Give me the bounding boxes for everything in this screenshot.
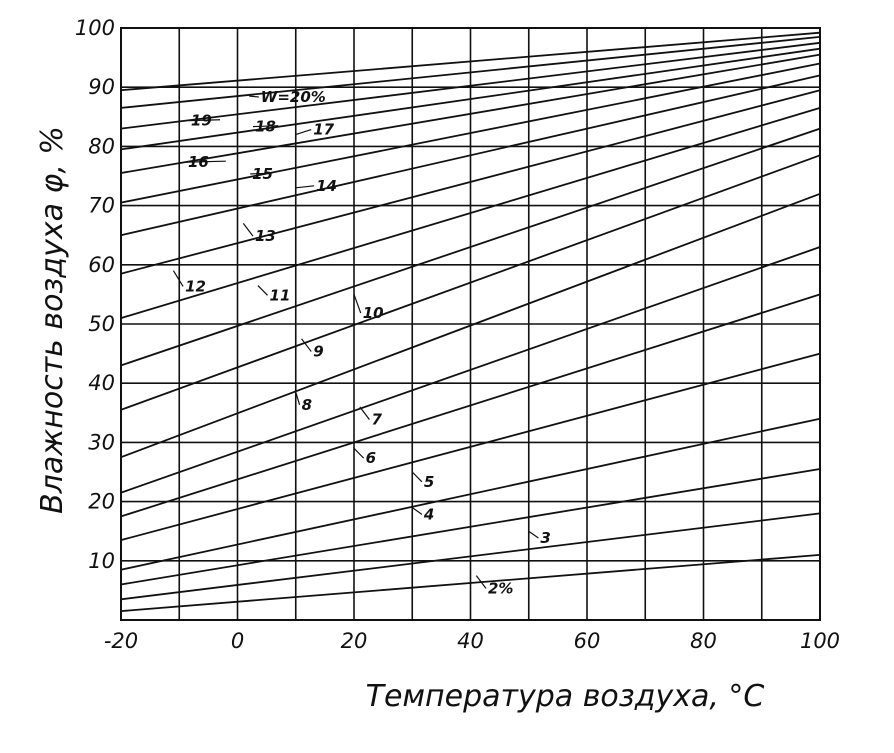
curve-label-7: 8 (302, 396, 312, 414)
curve-label-5: 6 (366, 449, 376, 467)
moisture-curve-17 (120, 41, 821, 130)
moisture-curve-2 (120, 512, 821, 601)
y-tick-label-9: 100 (75, 16, 115, 40)
y-tick-label-0: 10 (88, 549, 115, 573)
x-tick-label-4: 60 (574, 629, 601, 653)
y-tick-label-1: 20 (88, 490, 115, 514)
label-leader-8 (301, 338, 312, 352)
y-tick-label-6: 70 (88, 194, 115, 218)
moisture-curve-18 (120, 36, 821, 109)
x-tick-labels: -20 0 20 40 60 80 100 (104, 629, 840, 653)
curves (120, 31, 821, 612)
moisture-curve-9 (120, 154, 821, 411)
curve-label-12: 13 (255, 227, 276, 245)
label-leader-3 (411, 507, 423, 515)
moisture-curve-7 (120, 246, 821, 494)
moisture-curve-16 (120, 47, 821, 151)
label-leader-10 (257, 285, 268, 296)
x-axis-title: Температура воздуха, °C (366, 679, 765, 714)
plot-frame (120, 27, 821, 621)
label-leader-6 (359, 406, 370, 421)
y-tick-labels: 10 20 30 40 50 60 70 80 90 100 (75, 16, 115, 573)
label-leader-1 (475, 575, 487, 589)
curve-label-9: 10 (363, 304, 384, 322)
moisture-curve-8 (120, 192, 821, 459)
x-tick-label-6: 100 (800, 629, 840, 653)
curve-label-4: 5 (424, 473, 434, 491)
x-tick-label-0: -20 (104, 629, 138, 653)
label-leader-15 (185, 160, 226, 163)
curve-label-13: 14 (316, 177, 337, 195)
curve-label-11: 12 (185, 277, 206, 295)
moisture-curve-12 (120, 89, 821, 275)
y-axis-title: Влажность воздуха φ, % (35, 126, 70, 514)
curve-label-1: 2% (488, 579, 513, 597)
curve-label-17: 18 (255, 118, 276, 136)
y-tick-label-7: 80 (88, 134, 115, 158)
label-leader-18 (188, 119, 221, 122)
moisture-curve-3 (120, 468, 821, 586)
label-leaders (172, 95, 539, 589)
label-leader-11 (172, 270, 184, 287)
moisture-curve-14 (120, 62, 821, 204)
curve-label-19: W=20% (261, 88, 326, 106)
label-leader-14 (250, 172, 273, 175)
x-tick-label-5: 80 (690, 629, 717, 653)
y-tick-label-3: 40 (88, 371, 115, 395)
label-leader-12 (242, 222, 254, 237)
curve-label-8: 9 (313, 343, 323, 361)
x-tick-label-2: 20 (341, 629, 368, 653)
curve-label-10: 11 (270, 286, 291, 304)
curve-label-18: 19 (191, 112, 212, 130)
curve-label-6: 7 (371, 411, 382, 429)
label-leader-16 (295, 128, 312, 136)
moisture-curve-11 (120, 107, 821, 319)
moisture-curve-10 (120, 127, 821, 367)
curve-label-3: 4 (423, 505, 434, 523)
moisture-curve-1 (120, 554, 821, 612)
moisture-curve-5 (120, 352, 821, 541)
label-leader-4 (411, 471, 423, 483)
moisture-curve-4 (120, 417, 821, 571)
label-leader-7 (295, 391, 301, 406)
moisture-curve-13 (120, 74, 821, 237)
label-leader-2 (528, 530, 539, 539)
label-leader-5 (353, 447, 365, 459)
moisture-curve-15 (120, 53, 821, 174)
label-leader-13 (295, 185, 315, 189)
curve-label-14: 15 (252, 165, 273, 183)
moisture-curve-6 (120, 293, 821, 518)
curve-label-16: 17 (313, 121, 334, 139)
curve-label-2: 3 (540, 529, 550, 547)
y-tick-label-2: 30 (88, 430, 115, 454)
y-tick-label-4: 50 (88, 312, 115, 336)
curve-label-15: 16 (188, 153, 209, 171)
x-tick-label-3: 40 (457, 629, 484, 653)
x-tick-label-1: 0 (231, 629, 244, 653)
label-leader-9 (353, 294, 362, 314)
label-leader-17 (252, 125, 279, 128)
curve-labels: 2% 3 4 5 6 7 8 9 10 11 12 13 14 15 16 17 18 19 W=20% (185, 88, 551, 597)
moisture-curve-19 (120, 31, 821, 92)
label-leader-19 (249, 95, 259, 98)
y-tick-label-8: 90 (88, 75, 115, 99)
y-tick-label-5: 60 (88, 253, 115, 277)
